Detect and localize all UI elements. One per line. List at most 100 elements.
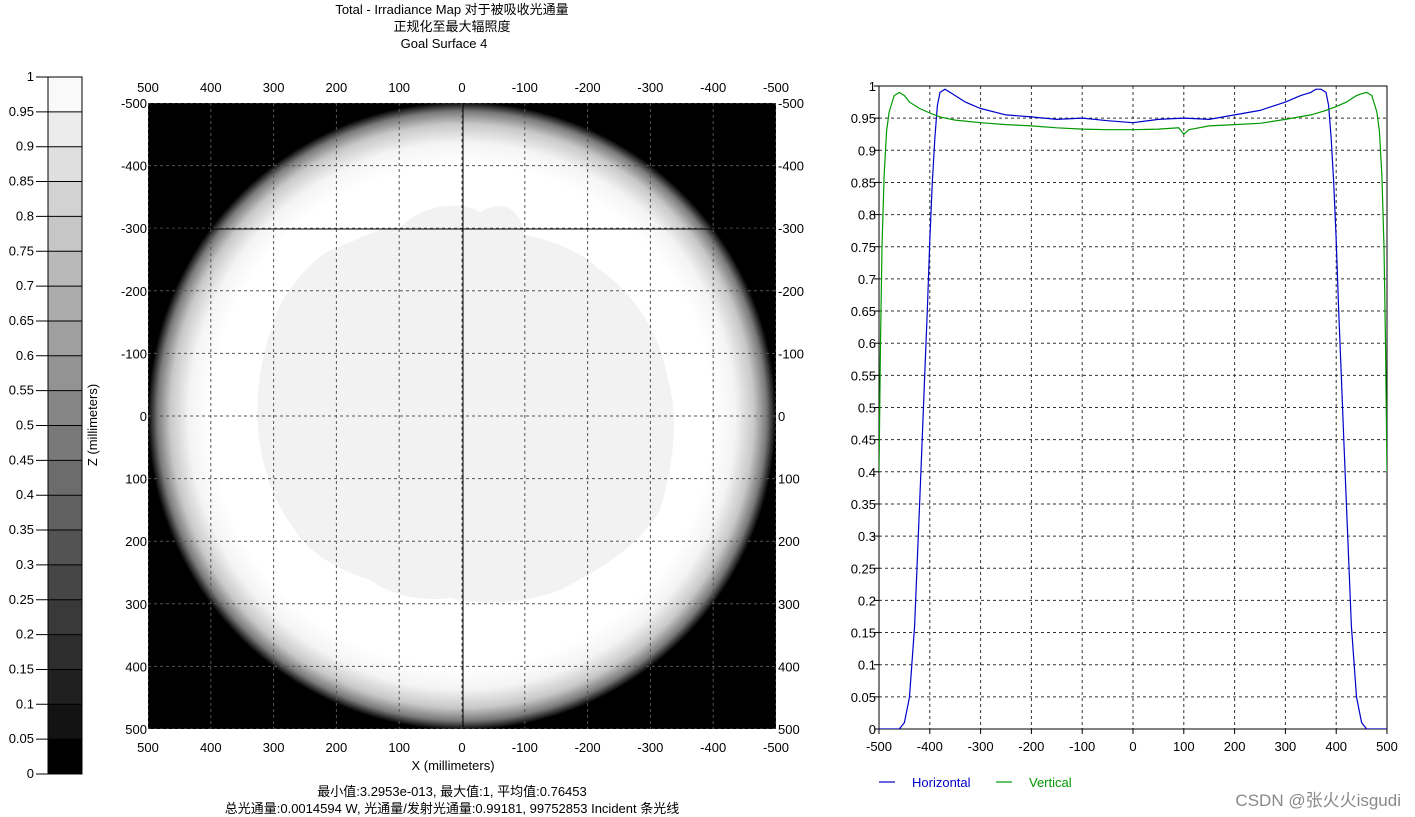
- map-x-tick-top: -400: [700, 80, 726, 95]
- map-z-tick-left: 100: [125, 472, 147, 487]
- line-y-tick-label: 0.95: [851, 111, 876, 126]
- colorbar: 0 0.05 0.1 0.15 0.2 0.25 0.3 0.35 0.4 0.45 0.5 0.55…: [9, 69, 83, 781]
- map-x-tick-bottom: 300: [263, 740, 285, 755]
- colorbar-band: [48, 320, 82, 357]
- colorbar-band: [48, 460, 82, 496]
- map-z-tick-left: -200: [121, 284, 147, 299]
- colorbar-band: [48, 216, 82, 252]
- line-x-tick-label: 500: [1376, 739, 1398, 754]
- line-y-tick-label: 0.6: [858, 336, 876, 351]
- watermark: CSDN @张火火isgudi: [1235, 791, 1401, 810]
- map-z-tick-left: -100: [121, 346, 147, 361]
- map-z-tick-left: 300: [125, 597, 147, 612]
- line-y-tick-label: 0: [869, 722, 876, 737]
- colorbar-tick-label: 0.6: [16, 348, 34, 363]
- line-x-tick-label: -500: [866, 739, 892, 754]
- map-x-tick-top: -500: [763, 80, 789, 95]
- colorbar-band: [48, 425, 82, 461]
- map-z-tick-right: -500: [778, 96, 804, 111]
- chart-title: Total - Irradiance Map 对于被吸收光通量: [335, 2, 568, 17]
- colorbar-tick-label: 0.7: [16, 278, 34, 293]
- map-z-tick-right: -200: [778, 284, 804, 299]
- map-x-tick-top: -100: [512, 80, 538, 95]
- map-z-tick-left: -400: [121, 159, 147, 174]
- map-x-tick-bottom: -100: [512, 740, 538, 755]
- colorbar-band: [48, 146, 82, 183]
- colorbar-tick-label: 0.5: [16, 418, 34, 433]
- line-y-tick-label: 0.35: [851, 497, 876, 512]
- colorbar-tick-label: 0.45: [9, 452, 34, 467]
- colorbar-tick-label: 0.85: [9, 174, 34, 189]
- map-z-tick-right: 400: [778, 659, 800, 674]
- line-x-tick-label: -100: [1069, 739, 1095, 754]
- irradiance-blob: [257, 205, 674, 603]
- colorbar-band: [48, 530, 82, 566]
- line-y-tick-label: 0.9: [858, 143, 876, 158]
- map-x-tick-top: -300: [637, 80, 663, 95]
- colorbar-band: [48, 355, 82, 392]
- map-z-tick-left: 200: [125, 534, 147, 549]
- line-y-tick-label: 1: [869, 79, 876, 94]
- line-y-tick-label: 0.45: [851, 433, 876, 448]
- map-x-tick-top: 400: [200, 80, 222, 95]
- colorbar-tick-label: 0.65: [9, 313, 34, 328]
- colorbar-tick-label: 0.3: [16, 557, 34, 572]
- map-x-tick-bottom: -500: [763, 740, 789, 755]
- colorbar-tick-label: 0.9: [16, 139, 34, 154]
- colorbar-band: [48, 704, 82, 740]
- chart-subtitle: 正规化至最大辐照度: [393, 19, 510, 34]
- line-y-tick-label: 0.1: [858, 658, 876, 673]
- chart-header: Total - Irradiance Map 对于被吸收光通量 正规化至最大辐照…: [335, 2, 568, 51]
- colorbar-band: [48, 564, 82, 601]
- colorbar-band: [48, 669, 82, 705]
- line-x-tick-label: -300: [968, 739, 994, 754]
- line-y-tick-label: 0.05: [851, 690, 876, 705]
- map-grid: [148, 103, 776, 729]
- series-line-horizontal: [879, 88, 1387, 729]
- line-x-tick-label: 0: [1129, 739, 1136, 754]
- map-x-tick-top: 200: [326, 80, 348, 95]
- stats-line: 最小值:3.2953e-013, 最大值:1, 平均值:0.76453: [317, 784, 587, 799]
- line-y-tick-label: 0.55: [851, 368, 876, 383]
- map-x-tick-top: 500: [137, 80, 159, 95]
- cross-section-legend: Horizontal Vertical: [879, 775, 1072, 790]
- map-z-tick-right: 200: [778, 534, 800, 549]
- line-x-tick-label: 100: [1173, 739, 1195, 754]
- map-x-tick-bottom: -200: [575, 740, 601, 755]
- line-x-tick-label: 300: [1275, 739, 1297, 754]
- map-z-tick-right: -400: [778, 159, 804, 174]
- colorbar-tick-label: 0.2: [16, 627, 34, 642]
- colorbar-band: [48, 739, 82, 775]
- line-y-tick-label: 0.85: [851, 175, 876, 190]
- map-z-tick-left: -300: [121, 221, 147, 236]
- cross-section-grid: [874, 85, 1388, 734]
- colorbar-tick-label: 0.4: [16, 487, 34, 502]
- map-z-tick-right: -300: [778, 221, 804, 236]
- map-x-tick-top: -200: [575, 80, 601, 95]
- chart-footer: 最小值:3.2953e-013, 最大值:1, 平均值:0.76453 总光通量…: [225, 784, 680, 816]
- line-y-tick-label: 0.5: [858, 401, 876, 416]
- colorbar-tick-label: 0.15: [9, 661, 34, 676]
- map-z-tick-right: 300: [778, 597, 800, 612]
- colorbar-tick-label: 0.75: [9, 243, 34, 258]
- colorbar-tick-label: 0.95: [9, 104, 34, 119]
- cross-section-series: [879, 88, 1387, 729]
- map-x-axis-label: X (millimeters): [411, 758, 494, 773]
- colorbar-band: [48, 181, 82, 217]
- map-z-tick-left: 400: [125, 659, 147, 674]
- line-y-tick-label: 0.2: [858, 593, 876, 608]
- colorbar-tick-label: 0.05: [9, 731, 34, 746]
- line-x-tick-label: -200: [1018, 739, 1044, 754]
- line-y-tick-label: 0.75: [851, 240, 876, 255]
- map-x-tick-bottom: 100: [388, 740, 410, 755]
- map-x-tick-bottom: 400: [200, 740, 222, 755]
- map-x-tick-bottom: -300: [637, 740, 663, 755]
- colorbar-tick-label: 0.35: [9, 522, 34, 537]
- map-x-tick-top: 100: [388, 80, 410, 95]
- cross-section-tick-labels: -500 -400 -300 -200 -100 0 100 200 300 400 500 0 0.0…: [851, 79, 1398, 754]
- map-z-tick-right: 0: [778, 409, 785, 424]
- line-y-tick-label: 0.25: [851, 561, 876, 576]
